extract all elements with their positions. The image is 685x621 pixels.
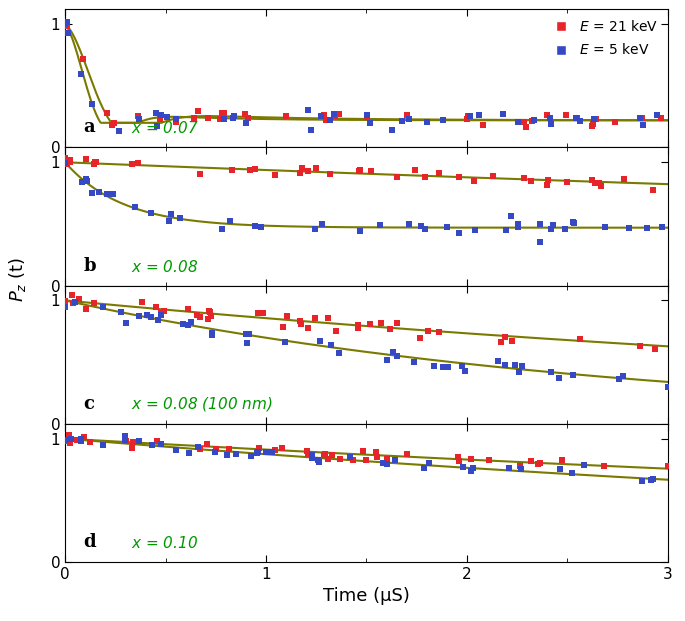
Text: c: c: [83, 395, 94, 413]
Text: a: a: [83, 119, 95, 137]
Text: $x$ = 0.07: $x$ = 0.07: [132, 120, 199, 137]
Text: b: b: [83, 256, 96, 274]
Text: $x$ = 0.08 (100 nm): $x$ = 0.08 (100 nm): [132, 395, 273, 413]
X-axis label: Time (μS): Time (μS): [323, 587, 410, 605]
Text: $P_z$ (t): $P_z$ (t): [7, 257, 27, 302]
Text: $x$ = 0.08: $x$ = 0.08: [132, 258, 199, 274]
Text: d: d: [83, 533, 96, 551]
Text: $x$ = 0.10: $x$ = 0.10: [132, 535, 199, 551]
Legend: $E$ = 21 keV, $E$ = 5 keV: $E$ = 21 keV, $E$ = 5 keV: [541, 14, 664, 63]
